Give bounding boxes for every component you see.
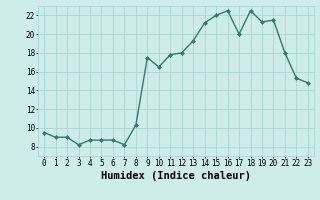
X-axis label: Humidex (Indice chaleur): Humidex (Indice chaleur) (101, 171, 251, 181)
